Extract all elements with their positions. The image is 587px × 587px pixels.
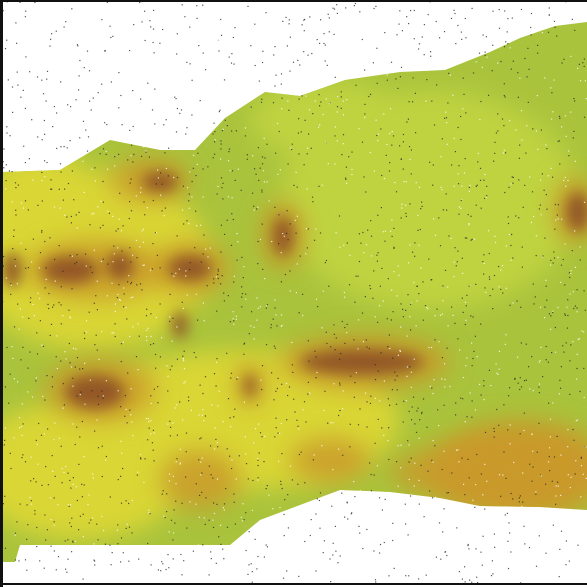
frame-bottom-edge <box>0 583 587 585</box>
frame-left-edge <box>0 0 3 587</box>
frame-top-edge <box>0 0 587 2</box>
lesion-cores <box>3 172 587 409</box>
leaf-tone-variation <box>3 80 587 540</box>
